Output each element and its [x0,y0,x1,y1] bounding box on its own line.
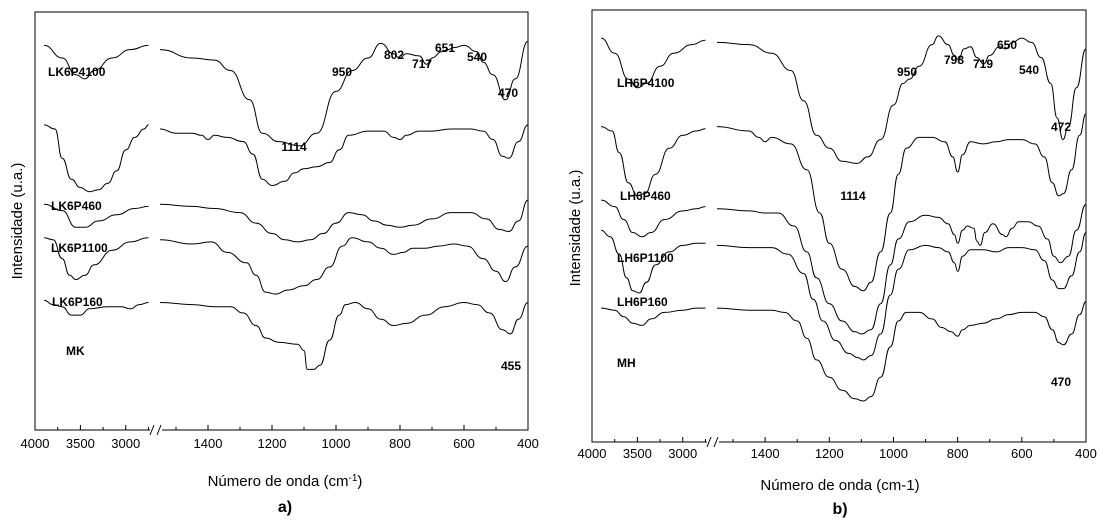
x-tick-label: 1200 [258,436,287,451]
series-LK6P1100-right [159,199,529,243]
panel-b-y-axis-label: Intensidade (u.a.) [567,170,584,287]
panel-a-x-axis-label-main: Número de onda (cm [208,473,349,490]
panel-b-curves [600,35,1087,402]
peak-label: 455 [501,359,521,373]
peak-label: 950 [897,65,917,79]
series-LK6P4100-right [159,40,529,147]
series-MK-left [44,299,149,316]
x-tick-label: 600 [1011,446,1033,461]
curve-label: LH6P160 [617,295,668,309]
panel-b-label: b) [832,501,847,518]
curve-label: LK6P4100 [48,65,106,79]
curve-label: MH [617,356,636,370]
series-LH6P1100-right [716,203,1087,335]
series-LH6P4100-right [716,35,1087,164]
panel-a-plot-frame [34,11,529,431]
panel-a-x-axis-label-sup: -1 [349,473,358,484]
panel-a-annotations: LK6P4100 LK6P460 LK6P1100 LK6P160 MK 1114 950 8… [48,41,521,373]
x-tick-label: 1000 [879,446,908,461]
axis-break-gap [707,438,719,446]
x-tick-label: 400 [1075,446,1097,461]
panel-b-x-ticks: 4000 3500 3000 1400 1200 1000 800 600 400 [578,436,1097,461]
x-tick-label: 1400 [194,436,223,451]
x-tick-label: 600 [453,436,475,451]
x-tick-label: 1200 [815,446,844,461]
curve-label: LH6P4100 [617,76,675,90]
series-LK6P4100-left [44,44,149,80]
peak-label: 470 [1051,375,1071,389]
series-LK6P1100-left [44,203,149,228]
series-LK6P160-right [159,237,529,295]
peak-label: 1114 [281,140,307,154]
series-LK6P460-left [44,124,149,193]
panel-b-plot-frame [591,9,1087,443]
panel-a-y-axis-label: Intensidade (u.a.) [9,163,26,280]
panel-a-label: a) [278,499,292,516]
peak-label: 472 [1051,120,1071,134]
series-LH6P460-right [716,113,1087,292]
axis-break-mark [713,436,719,448]
peak-label: 719 [973,57,993,71]
x-tick-label: 3500 [623,446,652,461]
peak-label: 1114 [840,189,866,203]
x-tick-label: 4000 [21,436,50,451]
axis-break-gap [150,426,162,434]
x-tick-label: 4000 [578,446,607,461]
curve-label: LK6P1100 [51,241,108,255]
series-LH6P460-left [601,126,706,197]
x-tick-label: 1400 [751,446,780,461]
axis-break-mark [706,436,712,448]
series-LK6P460-right [159,124,529,187]
axis-break-mark [156,424,162,436]
peak-label: 470 [498,86,518,100]
peak-label: 717 [412,57,432,71]
peak-label: 798 [944,53,964,67]
panel-a: 4000 3500 3000 1400 1200 1000 800 600 400 LK6P41… [9,11,539,516]
x-tick-label: 400 [517,436,539,451]
peak-label: 540 [1019,63,1039,77]
curve-label: LK6P160 [52,295,103,309]
x-tick-label: 3000 [111,436,140,451]
panel-b-annotations: LH6P4100 LH6P460 LH6P1100 LH6P160 MH 1114 950 7… [617,38,1071,389]
peak-label: 540 [467,50,487,64]
peak-label: 950 [332,65,352,79]
panel-b-x-axis-label: Número de onda (cm-1) [760,477,919,494]
series-LH6P160-right [716,232,1087,361]
peak-label: 650 [997,38,1017,52]
curve-label: LH6P460 [620,189,671,203]
x-tick-label: 3000 [668,446,697,461]
peak-label: 651 [435,41,455,55]
series-LK6P160-left [44,237,149,281]
panel-a-x-ticks: 4000 3500 3000 1400 1200 1000 800 600 400 [21,424,539,451]
curve-label: LH6P1100 [617,251,674,265]
axis-break-mark [149,424,155,436]
series-LH6P4100-left [600,37,706,89]
panel-b: 4000 3500 3000 1400 1200 1000 800 600 400 LH6P41… [567,9,1097,518]
x-tick-label: 3500 [66,436,95,451]
series-MH-right [716,301,1087,402]
curve-label: LK6P460 [51,199,102,213]
x-tick-label: 800 [389,436,411,451]
panel-a-x-axis-label-end: ) [357,473,362,490]
panel-a-x-axis-label: Número de onda (cm-1) [208,473,363,491]
x-tick-label: 1000 [322,436,351,451]
panel-a-curves [44,40,529,370]
series-LH6P1100-left [601,199,706,238]
series-MH-left [601,307,706,326]
x-tick-label: 800 [947,446,969,461]
series-LH6P160-left [601,229,706,294]
peak-label: 802 [384,48,404,62]
curve-label: MK [66,344,85,358]
series-MK-right [159,301,529,370]
